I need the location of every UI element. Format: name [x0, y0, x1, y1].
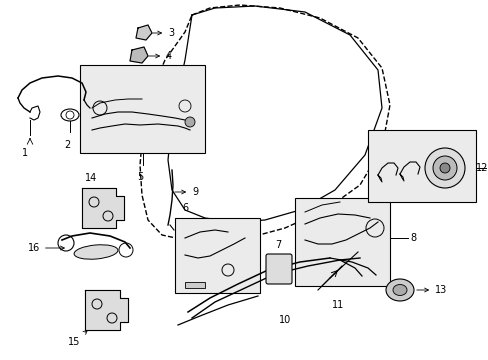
Ellipse shape [392, 284, 406, 296]
Text: 11: 11 [331, 300, 344, 310]
Bar [80, 65, 204, 153]
Text: 1: 1 [22, 148, 28, 158]
Text: 4: 4 [148, 51, 172, 61]
Text: 15: 15 [68, 330, 87, 347]
Circle shape [439, 163, 449, 173]
Polygon shape [85, 290, 128, 330]
Circle shape [424, 148, 464, 188]
Text: 3: 3 [152, 28, 174, 38]
Text: 6: 6 [182, 203, 188, 213]
Text: 10: 10 [278, 315, 290, 325]
Text: 16: 16 [28, 243, 64, 253]
Bar [294, 198, 389, 286]
Text: 5: 5 [137, 172, 143, 182]
Polygon shape [82, 188, 124, 228]
Bar [175, 218, 260, 293]
Bar [367, 130, 475, 202]
Text: 12: 12 [475, 163, 487, 173]
FancyBboxPatch shape [265, 254, 291, 284]
Bar [184, 282, 204, 288]
Polygon shape [136, 25, 152, 40]
Ellipse shape [74, 245, 118, 259]
Circle shape [432, 156, 456, 180]
Text: 2: 2 [64, 140, 70, 150]
Ellipse shape [385, 279, 413, 301]
Circle shape [184, 117, 195, 127]
Text: 7: 7 [274, 240, 281, 250]
Text: 14: 14 [85, 173, 97, 183]
Polygon shape [130, 47, 148, 63]
Text: 8: 8 [409, 233, 415, 243]
Text: 9: 9 [174, 187, 198, 197]
Text: 13: 13 [416, 285, 447, 295]
